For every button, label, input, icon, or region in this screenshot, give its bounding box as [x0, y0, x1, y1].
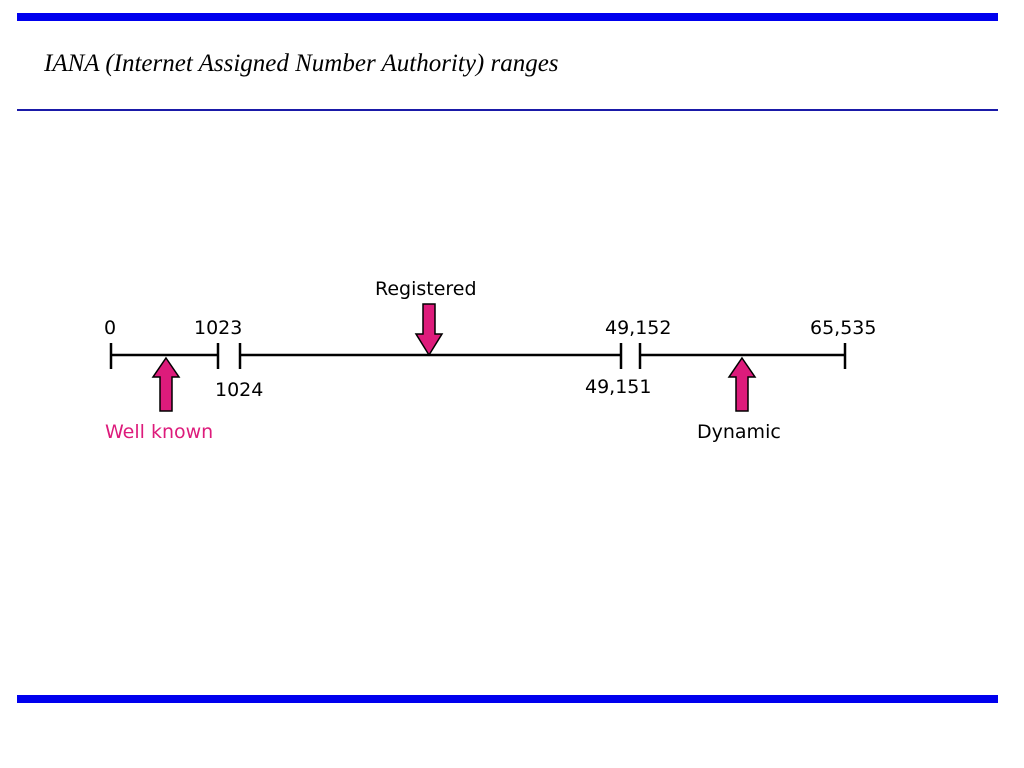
well-known-arrow-icon: [151, 356, 181, 412]
label-49151: 49,151: [585, 376, 651, 398]
dynamic-arrow-icon: [727, 356, 757, 412]
registered-arrow-icon: [414, 303, 444, 357]
label-0: 0: [104, 317, 116, 339]
top-border-bar: [17, 13, 998, 21]
slide-title: IANA (Internet Assigned Number Authority…: [44, 50, 559, 77]
label-1024: 1024: [215, 379, 263, 401]
bottom-border-bar: [17, 695, 998, 703]
number-line: [109, 343, 847, 369]
well-known-label: Well known: [105, 421, 213, 443]
dynamic-label: Dynamic: [697, 421, 781, 443]
label-1023: 1023: [194, 317, 242, 339]
label-49152: 49,152: [605, 317, 671, 339]
registered-label: Registered: [375, 278, 477, 300]
title-underline: [17, 109, 998, 111]
label-65535: 65,535: [810, 317, 876, 339]
